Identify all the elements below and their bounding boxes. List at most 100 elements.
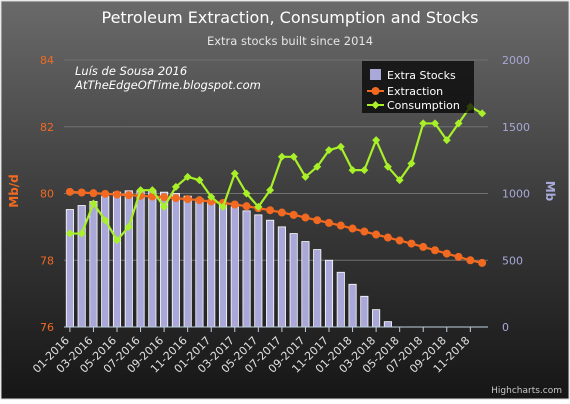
- point-consumption[interactable]: [183, 172, 192, 181]
- point-extraction[interactable]: [336, 221, 345, 230]
- bar-extra-stocks[interactable]: [230, 206, 239, 328]
- bar-extra-stocks[interactable]: [136, 190, 145, 328]
- point-consumption[interactable]: [301, 172, 310, 181]
- point-extraction[interactable]: [65, 187, 74, 196]
- point-extraction[interactable]: [113, 190, 121, 199]
- point-consumption[interactable]: [207, 192, 216, 201]
- bar-extra-stocks[interactable]: [324, 259, 334, 328]
- legend: Extra Stocks Extraction Consumption: [362, 61, 474, 113]
- point-extraction[interactable]: [124, 191, 133, 200]
- bar-extra-stocks[interactable]: [112, 191, 122, 328]
- point-consumption[interactable]: [277, 152, 286, 161]
- point-consumption[interactable]: [148, 186, 157, 195]
- point-consumption[interactable]: [254, 202, 263, 211]
- bar-extra-stocks[interactable]: [148, 190, 157, 328]
- bar-extra-stocks[interactable]: [289, 233, 298, 328]
- point-extraction[interactable]: [301, 213, 310, 222]
- point-consumption[interactable]: [195, 176, 204, 185]
- point-consumption[interactable]: [124, 222, 133, 231]
- point-extraction[interactable]: [407, 239, 416, 248]
- point-consumption[interactable]: [407, 159, 416, 168]
- bar-extra-stocks[interactable]: [77, 205, 86, 328]
- legend-label-extraction[interactable]: Extraction: [387, 85, 443, 98]
- bar-extra-stocks[interactable]: [160, 191, 169, 328]
- point-consumption[interactable]: [242, 189, 251, 198]
- bar-extra-stocks[interactable]: [348, 283, 357, 328]
- bar-extra-stocks[interactable]: [207, 201, 216, 328]
- point-extraction[interactable]: [442, 249, 451, 258]
- point-extraction[interactable]: [289, 210, 298, 219]
- point-extraction[interactable]: [454, 252, 463, 261]
- point-extraction[interactable]: [431, 246, 439, 255]
- point-extraction[interactable]: [77, 188, 86, 197]
- point-consumption[interactable]: [219, 202, 227, 211]
- bar-extra-stocks[interactable]: [313, 249, 322, 328]
- point-consumption[interactable]: [360, 166, 369, 175]
- point-extraction[interactable]: [383, 233, 392, 242]
- legend-label-consumption[interactable]: Consumption: [387, 99, 460, 112]
- point-extraction[interactable]: [419, 242, 428, 251]
- series-line-consumption[interactable]: [69, 105, 483, 242]
- point-consumption[interactable]: [113, 236, 121, 245]
- point-consumption[interactable]: [101, 216, 110, 225]
- bar-extra-stocks[interactable]: [360, 295, 369, 328]
- bar-extra-stocks[interactable]: [266, 219, 275, 328]
- point-consumption[interactable]: [372, 136, 381, 145]
- point-consumption[interactable]: [77, 229, 86, 238]
- point-extraction[interactable]: [313, 216, 322, 225]
- point-consumption[interactable]: [325, 146, 333, 155]
- bar-extra-stocks[interactable]: [124, 190, 133, 328]
- point-extraction[interactable]: [395, 236, 404, 245]
- bar-extra-stocks[interactable]: [195, 198, 204, 328]
- point-consumption[interactable]: [160, 202, 169, 211]
- point-consumption[interactable]: [454, 119, 463, 128]
- point-consumption[interactable]: [395, 176, 404, 185]
- bar-extra-stocks[interactable]: [301, 241, 310, 328]
- point-extraction[interactable]: [325, 218, 333, 227]
- point-consumption[interactable]: [348, 166, 357, 175]
- point-extraction[interactable]: [360, 227, 369, 236]
- bar-extra-stocks[interactable]: [372, 309, 381, 328]
- point-extraction[interactable]: [478, 258, 487, 267]
- point-extraction[interactable]: [101, 189, 110, 198]
- bar-extra-stocks[interactable]: [65, 209, 74, 328]
- bar-extra-stocks[interactable]: [336, 271, 345, 328]
- point-extraction[interactable]: [171, 194, 180, 203]
- point-consumption[interactable]: [230, 169, 239, 178]
- point-consumption[interactable]: [65, 229, 74, 238]
- point-extraction[interactable]: [183, 195, 192, 204]
- bar-extra-stocks[interactable]: [277, 226, 286, 328]
- point-consumption[interactable]: [89, 199, 98, 208]
- point-consumption[interactable]: [431, 119, 439, 128]
- point-consumption[interactable]: [266, 186, 275, 195]
- point-extraction[interactable]: [89, 189, 98, 198]
- point-consumption[interactable]: [383, 162, 392, 171]
- point-extraction[interactable]: [372, 230, 381, 239]
- point-consumption[interactable]: [478, 109, 487, 118]
- bar-extra-stocks[interactable]: [183, 195, 192, 328]
- bar-extra-stocks[interactable]: [218, 203, 228, 328]
- legend-label-extra-stocks[interactable]: Extra Stocks: [387, 69, 456, 82]
- bar-extra-stocks[interactable]: [242, 210, 251, 328]
- point-extraction[interactable]: [277, 208, 286, 217]
- point-extraction[interactable]: [466, 256, 475, 265]
- bar-extra-stocks[interactable]: [171, 193, 180, 328]
- y-right-tick-label: 1000: [502, 188, 530, 201]
- point-consumption[interactable]: [336, 142, 345, 151]
- point-extraction[interactable]: [160, 193, 169, 202]
- point-consumption[interactable]: [136, 186, 145, 195]
- point-extraction[interactable]: [242, 202, 251, 211]
- point-extraction[interactable]: [230, 200, 239, 209]
- bar-extra-stocks[interactable]: [89, 201, 98, 328]
- point-consumption[interactable]: [419, 119, 428, 128]
- point-consumption[interactable]: [289, 152, 298, 161]
- bar-extra-stocks[interactable]: [383, 321, 392, 328]
- point-consumption[interactable]: [442, 136, 451, 145]
- point-extraction[interactable]: [348, 224, 357, 233]
- point-consumption[interactable]: [313, 162, 322, 171]
- point-extraction[interactable]: [195, 196, 204, 205]
- point-extraction[interactable]: [266, 206, 275, 215]
- credits[interactable]: Highcharts.com: [491, 386, 562, 396]
- bar-extra-stocks[interactable]: [254, 214, 263, 328]
- point-consumption[interactable]: [171, 182, 180, 191]
